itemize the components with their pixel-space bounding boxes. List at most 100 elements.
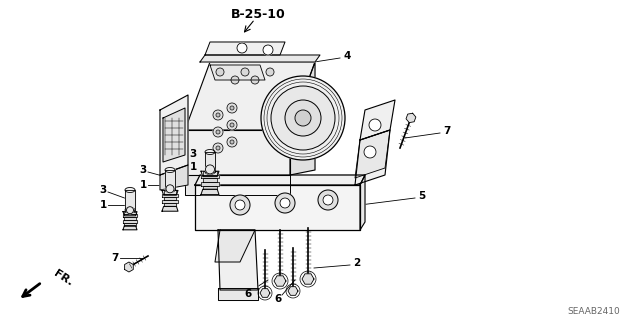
Polygon shape [162,190,178,195]
Circle shape [216,68,224,76]
Polygon shape [215,230,255,262]
Polygon shape [203,186,217,189]
Polygon shape [124,223,136,226]
Circle shape [231,76,239,84]
Text: SEAAB2410: SEAAB2410 [567,308,620,316]
Polygon shape [200,55,320,62]
Circle shape [230,123,234,127]
Polygon shape [260,289,270,297]
Polygon shape [162,206,178,211]
Circle shape [227,137,237,147]
Circle shape [364,146,376,158]
Circle shape [261,76,345,160]
Circle shape [266,68,274,76]
Circle shape [213,127,223,137]
Polygon shape [203,178,217,182]
Circle shape [263,45,273,55]
Circle shape [318,190,338,210]
Text: 1: 1 [189,162,196,172]
Polygon shape [360,100,395,140]
Polygon shape [201,175,219,178]
Polygon shape [288,287,298,295]
Circle shape [216,113,220,117]
Circle shape [369,119,381,131]
Text: 1: 1 [140,180,147,190]
Polygon shape [165,170,175,190]
Polygon shape [123,214,137,217]
Polygon shape [162,194,178,197]
Polygon shape [210,65,265,80]
Polygon shape [195,175,365,185]
Polygon shape [205,42,285,55]
Polygon shape [274,276,286,286]
Circle shape [227,120,237,130]
Text: 1: 1 [99,200,107,210]
Circle shape [275,193,295,213]
Polygon shape [201,171,219,177]
Polygon shape [125,190,135,210]
Ellipse shape [165,167,175,173]
Polygon shape [123,211,137,216]
Circle shape [127,207,134,214]
Polygon shape [406,113,416,122]
Text: 5: 5 [419,191,426,201]
Ellipse shape [125,188,135,192]
Circle shape [213,143,223,153]
Polygon shape [125,262,133,272]
Polygon shape [164,190,177,194]
Text: FR.: FR. [52,268,75,288]
Circle shape [251,76,259,84]
Text: 3: 3 [99,185,107,195]
Circle shape [323,195,333,205]
Text: 2: 2 [353,258,360,268]
Polygon shape [164,197,177,200]
Circle shape [280,198,290,208]
Circle shape [230,140,234,144]
Circle shape [295,110,311,126]
Polygon shape [185,175,290,195]
Circle shape [271,86,335,150]
Ellipse shape [205,169,215,174]
Polygon shape [123,226,137,230]
Circle shape [216,130,220,134]
Circle shape [230,106,234,110]
Polygon shape [124,217,136,220]
Ellipse shape [125,207,135,212]
Polygon shape [201,182,219,186]
Polygon shape [203,171,217,175]
Polygon shape [160,165,188,190]
Polygon shape [360,175,365,230]
Polygon shape [123,220,137,223]
Polygon shape [290,62,315,175]
Text: 3: 3 [140,165,147,175]
Polygon shape [160,95,188,175]
Polygon shape [185,62,315,130]
Circle shape [227,103,237,113]
Circle shape [166,185,174,193]
Polygon shape [218,230,258,290]
Polygon shape [124,211,136,214]
Text: 6: 6 [244,289,252,299]
Ellipse shape [165,188,175,192]
Text: 7: 7 [444,126,451,136]
Polygon shape [164,203,177,206]
Circle shape [285,100,321,136]
Text: 4: 4 [343,51,351,61]
Text: 6: 6 [275,294,282,304]
Polygon shape [162,200,178,203]
Ellipse shape [205,150,215,154]
Circle shape [235,200,245,210]
Text: B-25-10: B-25-10 [230,8,285,20]
Polygon shape [185,130,290,175]
Polygon shape [302,274,314,284]
Circle shape [213,110,223,120]
Text: 7: 7 [111,253,118,263]
Circle shape [237,43,247,53]
Polygon shape [163,108,185,162]
Polygon shape [195,185,360,230]
Circle shape [230,195,250,215]
Polygon shape [205,152,215,172]
Circle shape [205,165,214,174]
Polygon shape [201,189,219,195]
Polygon shape [355,130,390,185]
